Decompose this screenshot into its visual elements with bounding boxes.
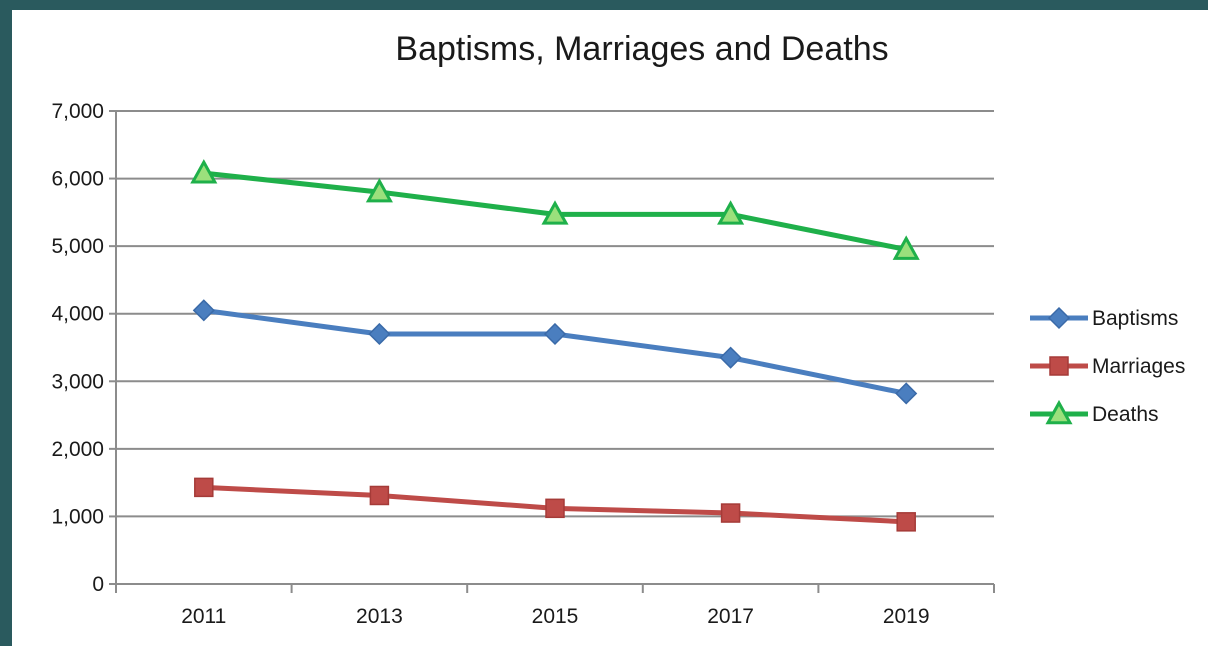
series-deaths (190, 159, 920, 260)
axes: 0 1,000 2,000 3,000 4,000 5,000 6,000 7,000 2011… (51, 100, 995, 628)
legend-marker (1045, 399, 1073, 425)
y-tick-label: 3,000 (51, 370, 104, 393)
x-tick-label: 2017 (707, 605, 754, 628)
legend-label: Marriages (1092, 355, 1185, 378)
legend-item-baptisms: Baptisms (1030, 306, 1178, 330)
data-point-deaths (717, 200, 745, 225)
data-point-deaths (190, 159, 218, 184)
legend: Baptisms Marriages Deaths (1030, 306, 1185, 426)
y-tick-label: 6,000 (51, 168, 104, 191)
y-tick-label: 1,000 (51, 505, 104, 528)
y-tick-label: 7,000 (51, 100, 104, 123)
series-baptisms (192, 299, 918, 405)
data-point-baptisms (719, 346, 742, 369)
data-point-marriages (896, 512, 916, 532)
legend-item-deaths: Deaths (1030, 399, 1159, 426)
legend-label: Deaths (1092, 403, 1159, 426)
legend-item-marriages: Marriages (1030, 355, 1185, 378)
series-marriages (194, 477, 916, 532)
legend-marker (1047, 306, 1071, 330)
x-tick-label: 2011 (181, 605, 226, 628)
x-tick-label: 2015 (532, 605, 579, 628)
x-tick-label: 2019 (883, 605, 930, 628)
data-point-deaths (892, 235, 920, 260)
data-point-baptisms (895, 382, 918, 405)
y-tick-label: 0 (92, 573, 104, 596)
data-point-baptisms (368, 322, 391, 346)
data-point-deaths (365, 177, 393, 203)
y-tick-label: 2,000 (51, 438, 104, 461)
series-layer (190, 159, 920, 532)
data-point-marriages (720, 503, 741, 523)
x-tick-label: 2013 (356, 605, 403, 628)
data-point-marriages (369, 485, 390, 506)
data-point-marriages (194, 477, 214, 498)
y-tick-label: 4,000 (51, 303, 104, 326)
chart-title: Baptisms, Marriages and Deaths (395, 30, 888, 68)
grid-lines (116, 110, 994, 518)
data-point-marriages (545, 498, 565, 519)
chart-frame: Baptisms, Marriages and Deaths 0 1,000 2,0… (12, 10, 1208, 646)
y-tick-label: 5,000 (51, 235, 104, 258)
data-point-baptisms (543, 322, 567, 346)
data-point-deaths (541, 200, 569, 225)
line-chart: Baptisms, Marriages and Deaths 0 1,000 2,0… (51, 30, 1185, 628)
legend-label: Baptisms (1092, 307, 1178, 330)
data-point-baptisms (192, 299, 215, 322)
legend-marker (1049, 356, 1069, 376)
